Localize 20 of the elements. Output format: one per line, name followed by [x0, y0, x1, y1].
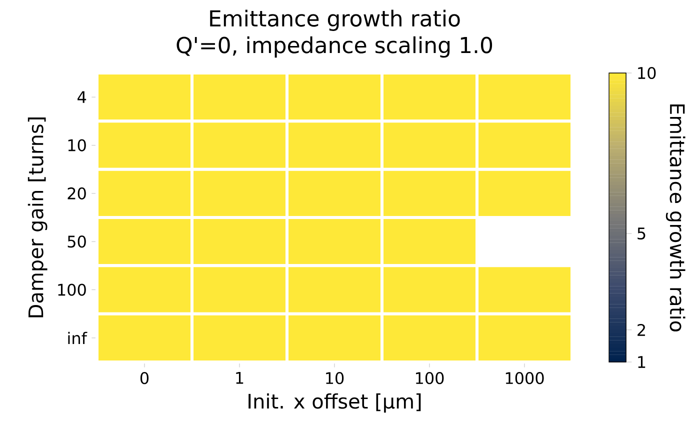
- x-axis-title: Init. x offset [μm]: [248, 393, 421, 413]
- x-tick-label: 10: [326, 372, 344, 384]
- color-bar-label: 10: [638, 66, 656, 80]
- color-bar-label: 2: [638, 324, 645, 336]
- color-bar-label: 1: [638, 356, 646, 368]
- x-tick-label: 1: [236, 372, 244, 384]
- x-tick-label: 1000: [506, 372, 544, 384]
- y-tick-label: 100: [58, 284, 86, 296]
- color-bar-label: 5: [638, 228, 646, 240]
- y-tick-label: inf: [68, 332, 88, 344]
- color-bar-title: Emittance growth ratio: [666, 104, 686, 332]
- y-tick-label: 50: [68, 236, 86, 248]
- chart-title: Emittance growth ratio: [210, 10, 460, 31]
- y-tick-label: 10: [68, 139, 86, 152]
- chart-subtitle: Q'=0, impedance scaling 1.0: [176, 36, 492, 58]
- x-tick-label: 0: [140, 372, 149, 384]
- y-axis-title: Damper gain [turns]: [28, 118, 48, 318]
- x-tick-label: 100: [416, 372, 444, 384]
- y-tick-label: 20: [68, 187, 86, 200]
- y-tick-label: 4: [78, 91, 86, 103]
